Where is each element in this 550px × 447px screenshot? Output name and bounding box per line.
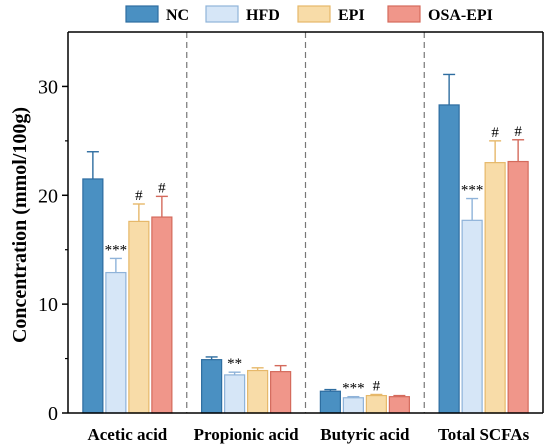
significance-label: *** bbox=[461, 183, 484, 199]
bar bbox=[388, 396, 410, 414]
x-tick-label: Propionic acid bbox=[194, 425, 300, 444]
bar bbox=[342, 397, 364, 414]
bar bbox=[201, 359, 223, 414]
y-tick-label: 20 bbox=[38, 185, 58, 207]
legend-label: OSA-EPI bbox=[428, 7, 493, 24]
x-tick-label: Butyric acid bbox=[320, 425, 410, 444]
bar bbox=[461, 219, 483, 414]
bar bbox=[270, 371, 292, 414]
bar bbox=[438, 104, 460, 414]
y-tick-label: 0 bbox=[48, 403, 58, 425]
significance-label: # bbox=[514, 124, 522, 140]
y-tick-label: 10 bbox=[38, 294, 58, 316]
significance-label: # bbox=[158, 180, 166, 196]
bar bbox=[365, 394, 387, 414]
bar bbox=[151, 216, 173, 414]
bar bbox=[247, 369, 269, 414]
significance-label: *** bbox=[342, 381, 365, 397]
legend-label: EPI bbox=[338, 7, 365, 24]
legend-swatch bbox=[387, 5, 421, 23]
bar bbox=[128, 220, 150, 414]
bar bbox=[484, 162, 506, 414]
bar bbox=[224, 374, 246, 414]
significance-label: # bbox=[491, 125, 499, 141]
y-tick-label: 30 bbox=[38, 76, 58, 98]
bar bbox=[507, 160, 529, 414]
x-tick-label: Acetic acid bbox=[87, 425, 167, 444]
significance-label: ** bbox=[227, 356, 242, 372]
significance-label: # bbox=[373, 378, 381, 394]
bar bbox=[82, 178, 104, 414]
legend-label: HFD bbox=[246, 7, 280, 24]
significance-label: *** bbox=[105, 242, 128, 258]
legend-swatch bbox=[205, 5, 239, 23]
legend-swatch bbox=[297, 5, 331, 23]
bar bbox=[319, 390, 341, 414]
x-tick-label: Total SCFAs bbox=[438, 425, 530, 444]
significance-label: # bbox=[135, 188, 143, 204]
legend-swatch bbox=[125, 5, 159, 23]
bar bbox=[105, 271, 127, 414]
y-axis-label: Concentration (mmol/100g) bbox=[9, 107, 31, 343]
legend-label: NC bbox=[166, 7, 189, 24]
legend: NC HFD EPI OSA-EPI bbox=[125, 5, 493, 24]
